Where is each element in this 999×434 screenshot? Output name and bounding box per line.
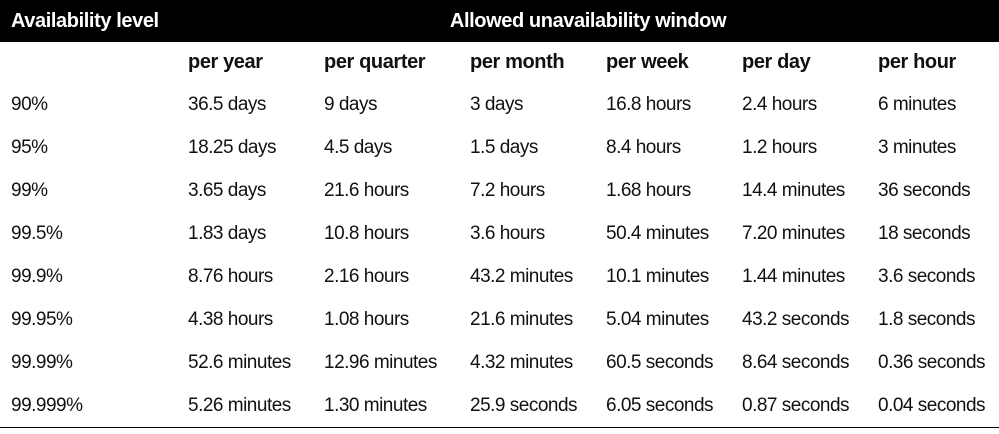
table-cell: 43.2 minutes — [470, 265, 573, 287]
table-cell: 2.16 hours — [324, 265, 409, 287]
column-header-per-month: per month — [470, 51, 565, 73]
availability-level-cell: 99.5% — [11, 222, 63, 244]
table-cell: 60.5 seconds — [606, 351, 714, 373]
table-cell: 14.4 minutes — [742, 179, 845, 201]
table-row: 99.95% 4.38 hours 1.08 hours 21.6 minute… — [0, 298, 999, 341]
table-cell: 3.65 days — [188, 179, 266, 201]
table-cell: 43.2 seconds — [742, 308, 850, 330]
table-cell: 3.6 seconds — [878, 265, 975, 287]
table-cell: 1.83 days — [188, 222, 266, 244]
table-cell: 3 minutes — [878, 136, 956, 158]
table-cell: 5.26 minutes — [177, 384, 313, 428]
column-header-per-hour: per hour — [878, 51, 956, 73]
table-cell: 36 seconds — [878, 179, 971, 201]
table-cell: 1.30 minutes — [313, 384, 459, 428]
availability-level-cell: 99.999% — [0, 384, 177, 428]
column-header-per-week: per week — [606, 51, 689, 73]
table-cell: 16.8 hours — [606, 93, 691, 115]
table-cell: 25.9 seconds — [459, 384, 595, 428]
availability-level-cell: 99% — [11, 179, 48, 201]
table-row: 99.9% 8.76 hours 2.16 hours 43.2 minutes… — [0, 255, 999, 298]
table-cell: 8.64 seconds — [742, 351, 850, 373]
table-row: 90% 36.5 days 9 days 3 days 16.8 hours 2… — [0, 83, 999, 126]
table-cell: 36.5 days — [188, 93, 266, 115]
table-cell: 18 seconds — [878, 222, 971, 244]
table-cell: 4.32 minutes — [470, 351, 573, 373]
column-header-per-quarter: per quarter — [324, 51, 426, 73]
table-row: 95% 18.25 days 4.5 days 1.5 days 8.4 hou… — [0, 126, 999, 169]
table-cell: 21.6 hours — [324, 179, 409, 201]
table-cell: 6.05 seconds — [595, 384, 731, 428]
table-cell: 8.76 hours — [188, 265, 273, 287]
table-header-row: Availability level Allowed unavailabilit… — [0, 0, 999, 42]
availability-level-cell: 99.95% — [11, 308, 73, 330]
empty-header-cell — [0, 42, 177, 83]
table-cell: 0.04 seconds — [867, 384, 999, 428]
table-cell: 52.6 minutes — [188, 351, 291, 373]
table-cell: 7.20 minutes — [742, 222, 845, 244]
table-cell: 1.5 days — [470, 136, 538, 158]
table-row: 99.999% 5.26 minutes 1.30 minutes 25.9 s… — [0, 384, 999, 428]
table-cell: 2.4 hours — [742, 93, 817, 115]
table-cell: 1.68 hours — [606, 179, 691, 201]
table-cell: 18.25 days — [188, 136, 276, 158]
table-cell: 12.96 minutes — [324, 351, 437, 373]
table-cell: 1.2 hours — [742, 136, 817, 158]
column-header-per-day: per day — [742, 51, 811, 73]
table-cell: 0.87 seconds — [731, 384, 867, 428]
table-cell: 50.4 minutes — [606, 222, 709, 244]
table-cell: 4.38 hours — [188, 308, 273, 330]
availability-level-header: Availability level — [0, 0, 177, 42]
table-cell: 7.2 hours — [470, 179, 545, 201]
table-cell: 10.1 minutes — [606, 265, 709, 287]
availability-level-cell: 95% — [11, 136, 48, 158]
table-cell: 3 days — [470, 93, 523, 115]
table-cell: 6 minutes — [878, 93, 956, 115]
availability-level-cell: 99.9% — [11, 265, 63, 287]
table-cell: 1.08 hours — [324, 308, 409, 330]
table-row: 99.99% 52.6 minutes 12.96 minutes 4.32 m… — [0, 341, 999, 384]
availability-level-cell: 90% — [11, 93, 48, 115]
table-cell: 4.5 days — [324, 136, 392, 158]
table-cell: 9 days — [324, 93, 377, 115]
table-cell: 8.4 hours — [606, 136, 681, 158]
table-cell: 10.8 hours — [324, 222, 409, 244]
table-cell: 1.44 minutes — [742, 265, 845, 287]
unavailability-window-header: Allowed unavailability window — [177, 0, 999, 42]
table-row: 99% 3.65 days 21.6 hours 7.2 hours 1.68 … — [0, 169, 999, 212]
table-cell: 3.6 hours — [470, 222, 545, 244]
table-row: 99.5% 1.83 days 10.8 hours 3.6 hours 50.… — [0, 212, 999, 255]
table-cell: 1.8 seconds — [878, 308, 975, 330]
table-cell: 0.36 seconds — [878, 351, 986, 373]
table-cell: 21.6 minutes — [470, 308, 573, 330]
availability-level-cell: 99.99% — [11, 351, 73, 373]
table-cell: 5.04 minutes — [606, 308, 709, 330]
column-header-per-year: per year — [188, 51, 263, 73]
column-header-row: per year per quarter per month per week … — [0, 42, 999, 83]
